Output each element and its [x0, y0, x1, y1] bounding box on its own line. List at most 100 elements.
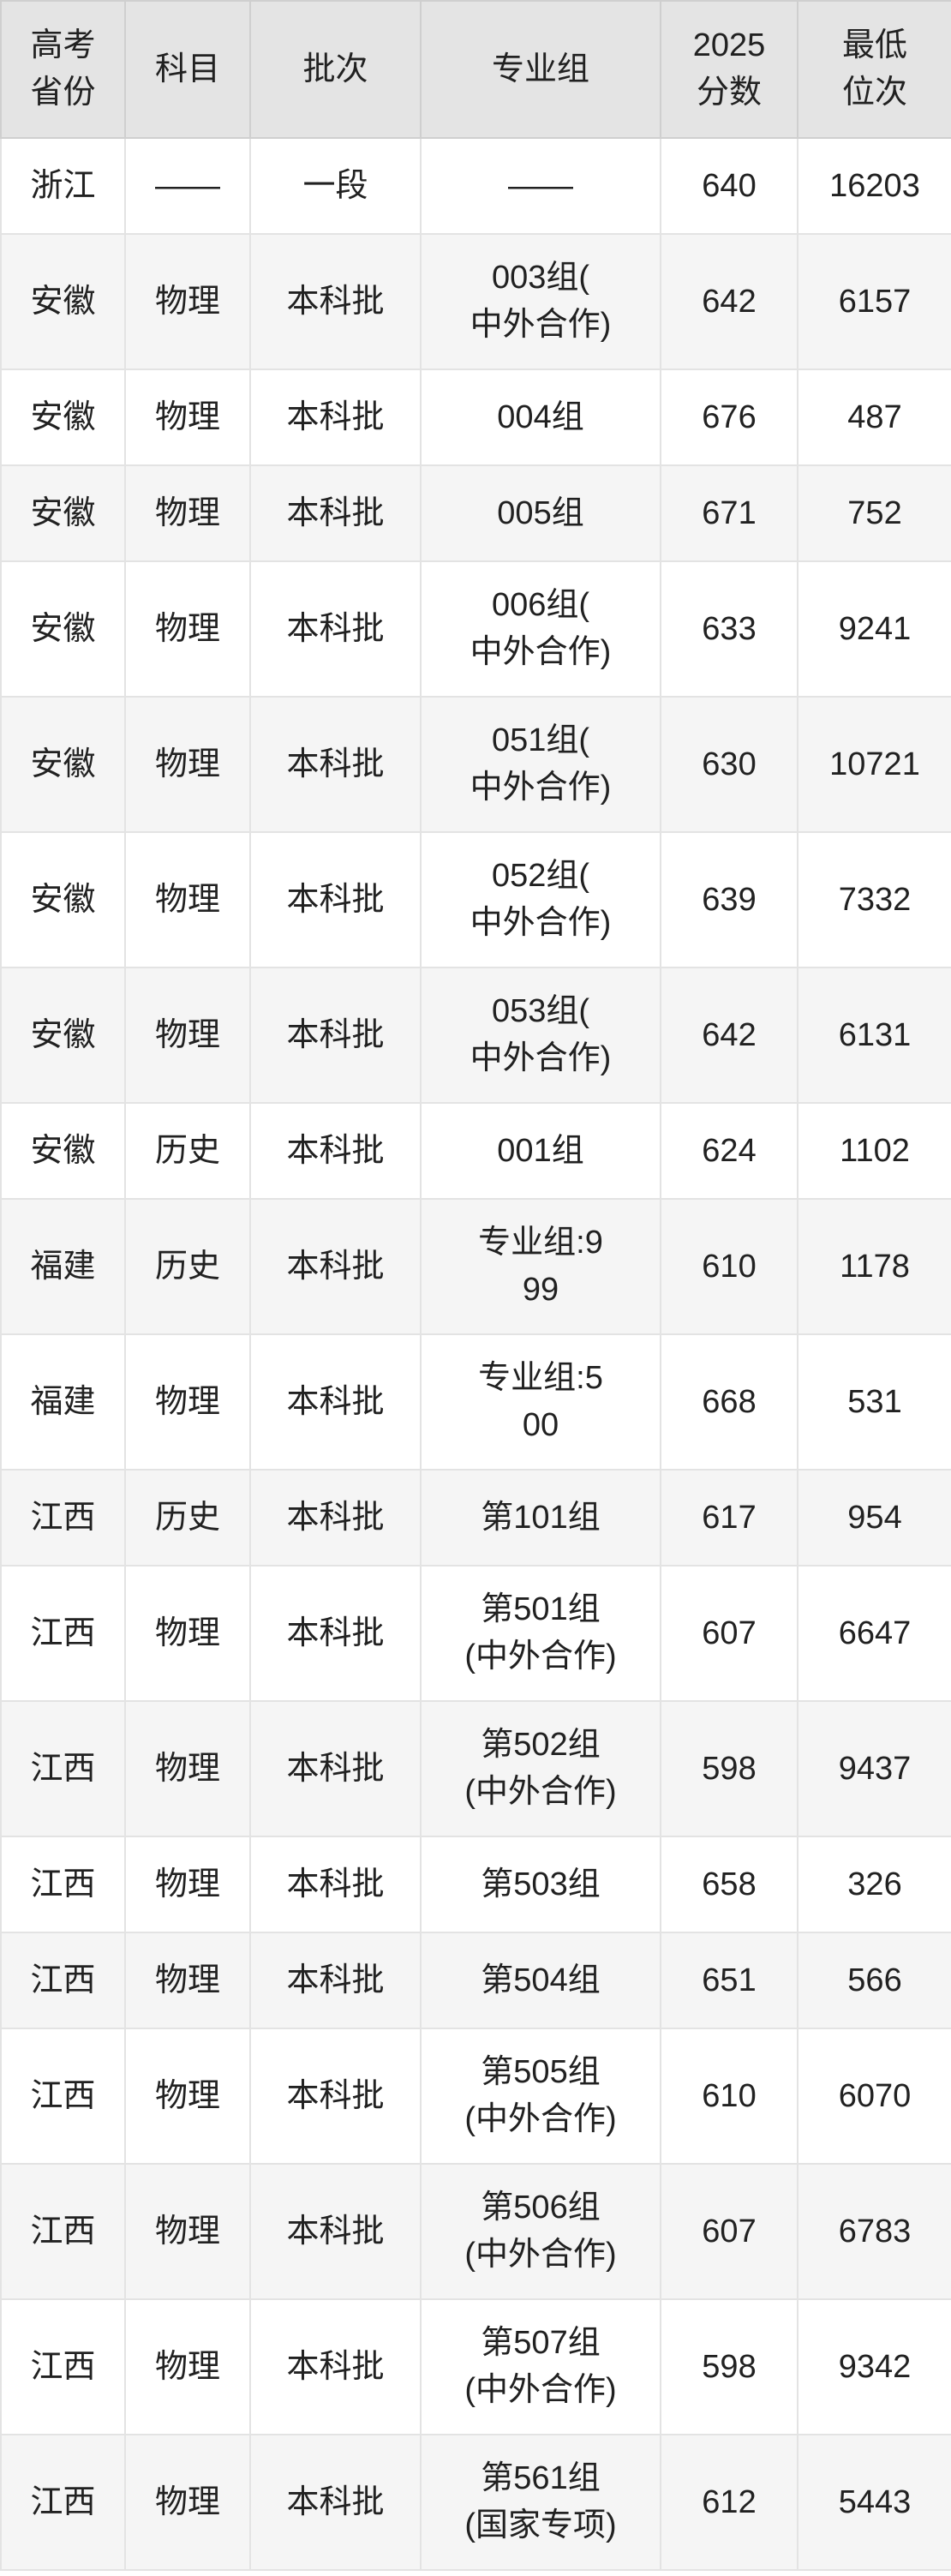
cell-score-2025: 598 — [660, 2298, 798, 2435]
cell-province: 江西 — [0, 1836, 126, 1933]
cell-subject: 物理 — [124, 2434, 251, 2571]
cell-lowest-rank: 6131 — [797, 967, 951, 1104]
cell-subject: 物理 — [124, 1700, 251, 1837]
cell-lowest-rank: 752 — [797, 464, 951, 562]
cell-batch: 本科批 — [249, 464, 422, 562]
cell-lowest-rank: 326 — [797, 1836, 951, 1933]
cell-lowest-rank: 487 — [797, 368, 951, 466]
cell-major-group: 051组( 中外合作) — [420, 696, 661, 833]
header-cell-score-2025: 2025 分数 — [660, 0, 798, 139]
cell-major-group: 第503组 — [420, 1836, 661, 1933]
cell-subject: 物理 — [124, 464, 251, 562]
cell-batch: 一段 — [249, 137, 422, 235]
cell-batch: 本科批 — [249, 1932, 422, 2029]
table-row: 安徽 历史 本科批 001组 624 1102 — [0, 1102, 951, 1200]
cell-province: 江西 — [0, 1565, 126, 1702]
cell-batch: 本科批 — [249, 560, 422, 698]
cell-major-group: 专业组:9 99 — [420, 1198, 661, 1335]
cell-score-2025: 639 — [660, 831, 798, 968]
cell-province: 江西 — [0, 2163, 126, 2300]
table-row: 江西 物理 本科批 第561组 (国家专项) 612 5443 — [0, 2434, 951, 2571]
cell-lowest-rank: 9241 — [797, 560, 951, 698]
cell-score-2025: 671 — [660, 464, 798, 562]
cell-province: 安徽 — [0, 967, 126, 1104]
cell-major-group: 005组 — [420, 464, 661, 562]
cell-batch: 本科批 — [249, 1333, 422, 1471]
cell-province: 安徽 — [0, 696, 126, 833]
cell-major-group: 004组 — [420, 368, 661, 466]
cell-score-2025: 612 — [660, 2434, 798, 2571]
cell-lowest-rank: 531 — [797, 1333, 951, 1471]
cell-lowest-rank: 1102 — [797, 1102, 951, 1200]
table-row: 江西 物理 本科批 第502组 (中外合作) 598 9437 — [0, 1700, 951, 1837]
cell-score-2025: 651 — [660, 1932, 798, 2029]
header-cell-subject: 科目 — [124, 0, 251, 139]
table-row: 浙江 —— 一段 —— 640 16203 — [0, 137, 951, 235]
cell-major-group: 第502组 (中外合作) — [420, 1700, 661, 1837]
cell-subject: 物理 — [124, 2028, 251, 2165]
cell-subject: 物理 — [124, 967, 251, 1104]
cell-lowest-rank: 9342 — [797, 2298, 951, 2435]
cell-batch: 本科批 — [249, 2298, 422, 2435]
table-row: 安徽 物理 本科批 051组( 中外合作) 630 10721 — [0, 696, 951, 833]
cell-lowest-rank: 566 — [797, 1932, 951, 2029]
cell-major-group: 第561组 (国家专项) — [420, 2434, 661, 2571]
cell-province: 江西 — [0, 2434, 126, 2571]
cell-lowest-rank: 5443 — [797, 2434, 951, 2571]
cell-major-group: 053组( 中外合作) — [420, 967, 661, 1104]
cell-batch: 本科批 — [249, 1198, 422, 1335]
cell-lowest-rank: 7332 — [797, 831, 951, 968]
cell-lowest-rank: 6783 — [797, 2163, 951, 2300]
table-row: 安徽 物理 本科批 003组( 中外合作) 642 6157 — [0, 233, 951, 370]
cell-province: 江西 — [0, 1469, 126, 1567]
cell-lowest-rank: 9437 — [797, 1700, 951, 1837]
cell-score-2025: 607 — [660, 2163, 798, 2300]
cell-subject: 历史 — [124, 1198, 251, 1335]
cell-province: 安徽 — [0, 233, 126, 370]
table-header: 高考 省份 科目 批次 专业组 2025 分数 最低 位次 — [0, 0, 951, 139]
cell-score-2025: 640 — [660, 137, 798, 235]
cell-subject: 历史 — [124, 1102, 251, 1200]
cell-major-group: 003组( 中外合作) — [420, 233, 661, 370]
cell-major-group: 006组( 中外合作) — [420, 560, 661, 698]
cell-batch: 本科批 — [249, 696, 422, 833]
cell-batch: 本科批 — [249, 1469, 422, 1567]
cell-score-2025: 598 — [660, 1700, 798, 1837]
table-row: 安徽 物理 本科批 005组 671 752 — [0, 464, 951, 562]
cell-subject: 物理 — [124, 831, 251, 968]
cell-province: 福建 — [0, 1198, 126, 1335]
header-cell-lowest-rank: 最低 位次 — [797, 0, 951, 139]
cell-batch: 本科批 — [249, 233, 422, 370]
cell-province: 江西 — [0, 1700, 126, 1837]
cell-batch: 本科批 — [249, 2028, 422, 2165]
cell-lowest-rank: 1178 — [797, 1198, 951, 1335]
cell-subject: 物理 — [124, 560, 251, 698]
cell-major-group: 052组( 中外合作) — [420, 831, 661, 968]
cell-major-group: 第504组 — [420, 1932, 661, 2029]
cell-province: 安徽 — [0, 368, 126, 466]
cell-province: 安徽 — [0, 1102, 126, 1200]
cell-subject: 物理 — [124, 368, 251, 466]
cell-batch: 本科批 — [249, 1102, 422, 1200]
cell-lowest-rank: 6647 — [797, 1565, 951, 1702]
table-row: 安徽 物理 本科批 006组( 中外合作) 633 9241 — [0, 560, 951, 698]
cell-major-group: 专业组:5 00 — [420, 1333, 661, 1471]
table-row: 江西 物理 本科批 第506组 (中外合作) 607 6783 — [0, 2163, 951, 2300]
header-cell-major-group: 专业组 — [420, 0, 661, 139]
table-row: 安徽 物理 本科批 004组 676 487 — [0, 368, 951, 466]
table-row: 安徽 物理 本科批 053组( 中外合作) 642 6131 — [0, 967, 951, 1104]
cell-batch: 本科批 — [249, 1700, 422, 1837]
table-row: 江西 物理 本科批 第501组 (中外合作) 607 6647 — [0, 1565, 951, 1702]
cell-major-group: 001组 — [420, 1102, 661, 1200]
cell-batch: 本科批 — [249, 2434, 422, 2571]
table-row: 江西 物理 本科批 第503组 658 326 — [0, 1836, 951, 1933]
cell-lowest-rank: 10721 — [797, 696, 951, 833]
cell-lowest-rank: 954 — [797, 1469, 951, 1567]
cell-province: 安徽 — [0, 560, 126, 698]
cell-score-2025: 668 — [660, 1333, 798, 1471]
cell-lowest-rank: 16203 — [797, 137, 951, 235]
table-row: 安徽 物理 本科批 052组( 中外合作) 639 7332 — [0, 831, 951, 968]
cell-province: 江西 — [0, 2298, 126, 2435]
cell-lowest-rank: 6070 — [797, 2028, 951, 2165]
